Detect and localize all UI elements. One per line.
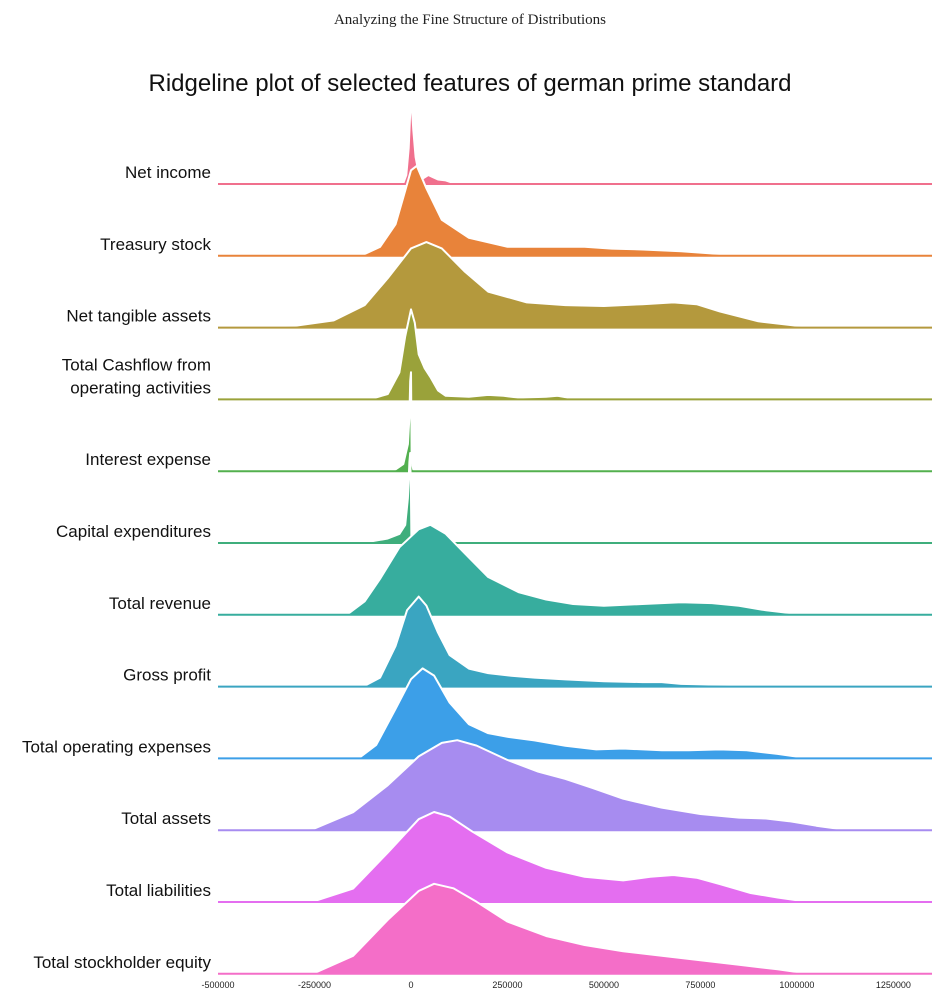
ridge-label: Net income: [125, 163, 211, 182]
ridge-outline: [218, 371, 933, 473]
x-tick-label: 500000: [589, 980, 619, 990]
ridge-outline: [217, 595, 933, 688]
category-labels: Net income Treasury stock Net tangible ass…: [22, 163, 212, 972]
ridge-area: [218, 165, 932, 256]
ridge-outline: [218, 93, 933, 185]
ridge-outline: [217, 523, 932, 616]
ridge-outline: [217, 241, 932, 329]
ridge-outline: [217, 164, 933, 257]
ridge-label: Gross profit: [123, 666, 211, 685]
ridge-area: [218, 94, 932, 184]
ridge-outline: [217, 811, 932, 903]
ridge-label: Interest expense: [85, 450, 211, 469]
x-tick-label: 1250000: [876, 980, 911, 990]
ridge-area: [218, 668, 932, 759]
x-tick-label: 250000: [492, 980, 522, 990]
x-axis: -500000 -250000 0 250000 500000 750000 1000000…: [201, 980, 910, 990]
ridge-area: [218, 740, 932, 831]
x-tick-label: 1000000: [779, 980, 814, 990]
ridge-label: operating activities: [70, 378, 211, 397]
ridge-outline: [217, 739, 932, 832]
page-header: Analyzing the Fine Structure of Distribu…: [333, 12, 607, 28]
ridge-area: [218, 453, 932, 543]
ridge-outline: [217, 667, 932, 760]
ridge-label: Total assets: [121, 809, 211, 828]
ridge-area: [218, 596, 932, 687]
ridge-label: Total revenue: [109, 594, 211, 613]
x-tick-label: -500000: [201, 980, 234, 990]
ridge-outline: [217, 882, 932, 975]
ridge-outline: [217, 452, 932, 544]
ridge-label: Net tangible assets: [66, 307, 211, 326]
ridge-area: [218, 524, 932, 615]
ridge-label: Treasury stock: [100, 235, 211, 254]
ridge-label: Total stockholder equity: [33, 953, 211, 972]
ridge-area: [218, 883, 932, 974]
x-tick-label: 750000: [685, 980, 715, 990]
ridges-group: [217, 93, 933, 975]
ridge-label: Total liabilities: [106, 881, 211, 900]
ridge-area: [218, 812, 932, 902]
ridge-area: [218, 372, 932, 472]
chart-title: Ridgeline plot of selected features of g…: [148, 70, 792, 97]
ridge-area: [218, 242, 932, 328]
ridge-label: Total operating expenses: [22, 737, 211, 756]
x-tick-label: 0: [408, 980, 413, 990]
ridge-label: Capital expenditures: [56, 522, 211, 541]
x-tick-label: -250000: [298, 980, 331, 990]
ridge-label: Total Cashflow from: [62, 355, 211, 374]
